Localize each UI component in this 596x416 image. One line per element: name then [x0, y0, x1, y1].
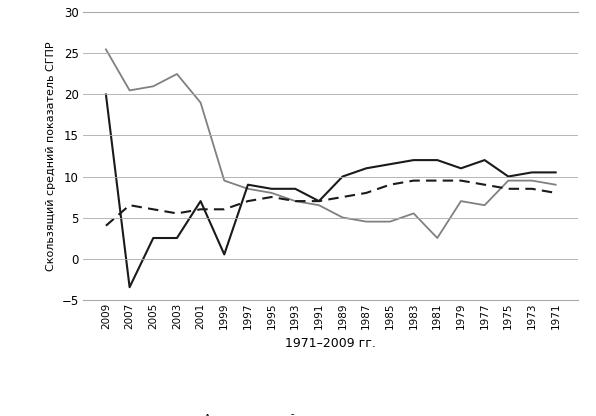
Акции компаний из индекса
S&P 500: [339, 174, 346, 179]
Золото: [363, 219, 370, 224]
Акции компаний из индекса
S&P 500: [150, 235, 157, 240]
Акции компаний из индекса
S&P 500: [552, 170, 559, 175]
Десятилетние облигации: [291, 198, 299, 203]
Акции компаний из индекса
S&P 500: [103, 92, 110, 97]
Десятилетние облигации: [457, 178, 464, 183]
Десятилетние облигации: [529, 186, 536, 191]
Акции компаний из индекса
S&P 500: [173, 235, 181, 240]
Золото: [197, 100, 204, 105]
Десятилетние облигации: [386, 182, 393, 187]
Акции компаний из индекса
S&P 500: [221, 252, 228, 257]
Десятилетние облигации: [363, 191, 370, 196]
Акции компаний из индекса
S&P 500: [481, 158, 488, 163]
Золото: [339, 215, 346, 220]
Десятилетние облигации: [268, 195, 275, 200]
Line: Десятилетние облигации: Десятилетние облигации: [106, 181, 555, 226]
Акции компаний из индекса
S&P 500: [363, 166, 370, 171]
Десятилетние облигации: [244, 198, 252, 203]
Десятилетние облигации: [126, 203, 133, 208]
Золото: [244, 186, 252, 191]
Акции компаний из индекса
S&P 500: [197, 198, 204, 203]
Десятилетние облигации: [434, 178, 441, 183]
Золото: [552, 182, 559, 187]
Акции компаний из индекса
S&P 500: [126, 285, 133, 290]
Десятилетние облигации: [103, 223, 110, 228]
Акции компаний из индекса
S&P 500: [434, 158, 441, 163]
Золото: [150, 84, 157, 89]
Legend: Золото, Акции компаний из индекса
S&P 500, Десятилетние облигации: Золото, Акции компаний из индекса S&P 50…: [89, 414, 544, 416]
Десятилетние облигации: [552, 191, 559, 196]
Золото: [481, 203, 488, 208]
Золото: [126, 88, 133, 93]
Акции компаний из индекса
S&P 500: [529, 170, 536, 175]
Десятилетние облигации: [339, 195, 346, 200]
Акции компаний из индекса
S&P 500: [410, 158, 417, 163]
Золото: [434, 235, 441, 240]
Золото: [505, 178, 512, 183]
Золото: [291, 198, 299, 203]
Акции компаний из индекса
S&P 500: [291, 186, 299, 191]
Line: Золото: Золото: [106, 50, 555, 238]
Десятилетние облигации: [410, 178, 417, 183]
Золото: [268, 191, 275, 196]
Десятилетние облигации: [197, 207, 204, 212]
Десятилетние облигации: [221, 207, 228, 212]
Десятилетние облигации: [481, 182, 488, 187]
Золото: [410, 211, 417, 216]
Золото: [386, 219, 393, 224]
Акции компаний из индекса
S&P 500: [244, 182, 252, 187]
Золото: [457, 198, 464, 203]
Акции компаний из индекса
S&P 500: [505, 174, 512, 179]
Десятилетние облигации: [315, 198, 322, 203]
Десятилетние облигации: [173, 211, 181, 216]
Золото: [529, 178, 536, 183]
Золото: [173, 72, 181, 77]
X-axis label: 1971–2009 гг.: 1971–2009 гг.: [285, 337, 376, 350]
Десятилетние облигации: [150, 207, 157, 212]
Акции компаний из индекса
S&P 500: [268, 186, 275, 191]
Золото: [315, 203, 322, 208]
Акции компаний из индекса
S&P 500: [457, 166, 464, 171]
Десятилетние облигации: [505, 186, 512, 191]
Акции компаний из индекса
S&P 500: [386, 162, 393, 167]
Y-axis label: Скользящий средний показатель СГПР: Скользящий средний показатель СГПР: [46, 41, 56, 271]
Золото: [221, 178, 228, 183]
Line: Акции компаний из индекса
S&P 500: Акции компаний из индекса S&P 500: [106, 94, 555, 287]
Акции компаний из индекса
S&P 500: [315, 198, 322, 203]
Золото: [103, 47, 110, 52]
